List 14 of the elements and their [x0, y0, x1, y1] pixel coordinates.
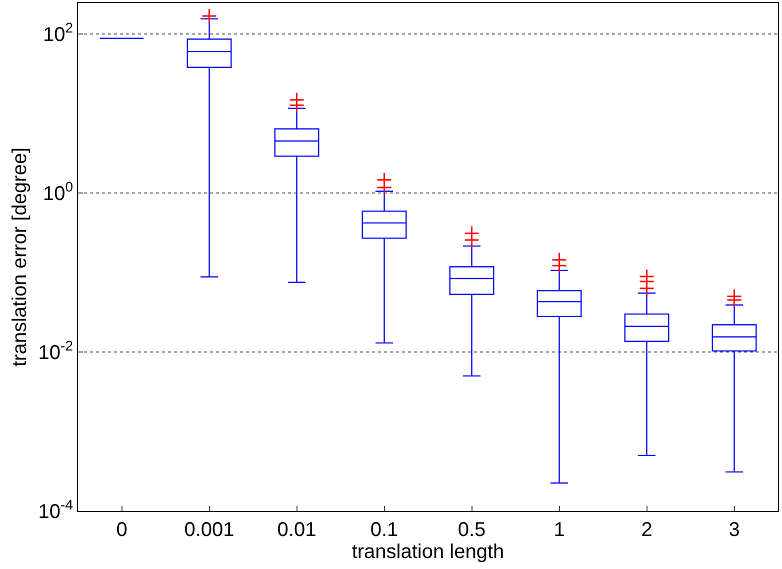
y-tick-label: 10$^{-4}$ — [38, 496, 74, 523]
y-axis-title: translation error [degree] — [8, 147, 31, 367]
x-tick-label: 2 — [641, 519, 652, 541]
x-axis-title: translation length — [352, 541, 504, 563]
y-tick-label: 10$^{0}$ — [42, 178, 74, 205]
x-tick-label: 3 — [728, 519, 740, 541]
x-tick-label: 1 — [554, 519, 565, 541]
x-tick-label: 0 — [116, 519, 128, 541]
x-tick-label: 0.01 — [277, 519, 316, 541]
x-tick-label: 0.5 — [458, 519, 486, 541]
y-tick-label: 10$^{2}$ — [42, 20, 74, 46]
x-tick-label: 0.001 — [184, 519, 234, 541]
x-tick-label: 0.1 — [370, 519, 398, 541]
y-tick-label: 10$^{-2}$ — [38, 338, 74, 364]
